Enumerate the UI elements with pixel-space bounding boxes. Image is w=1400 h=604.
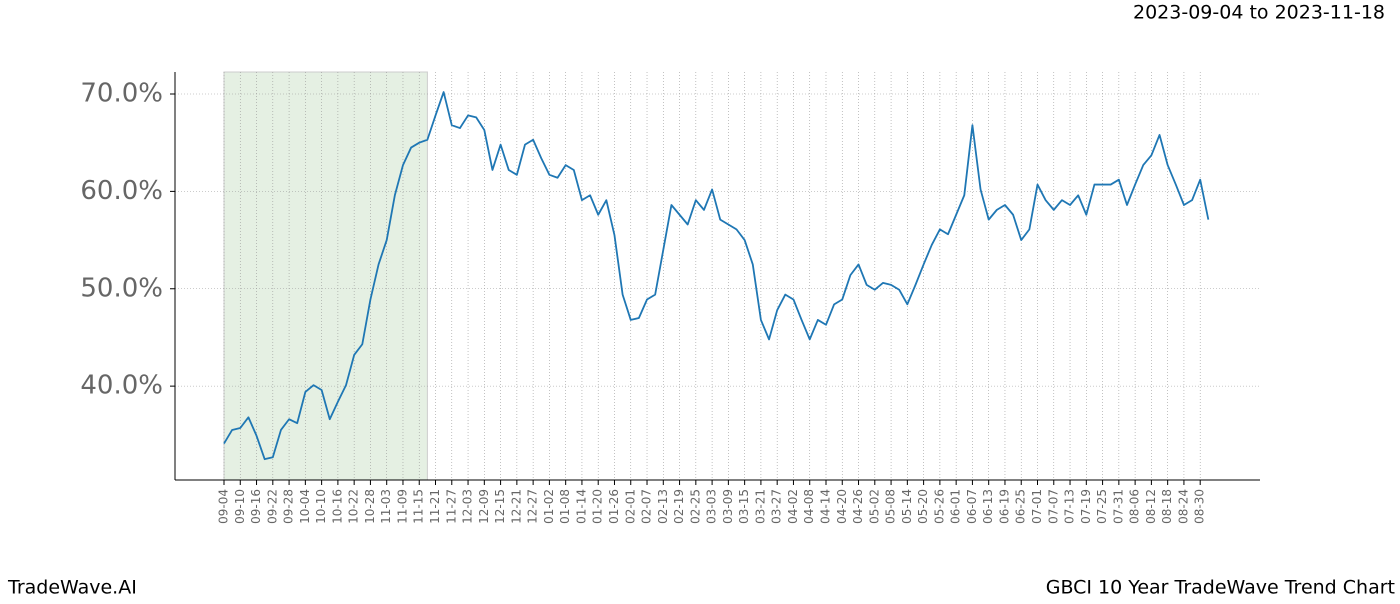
x-tick-label: 12-21 (509, 489, 523, 524)
y-tick-label: 70.0% (80, 79, 163, 109)
trend-line (223, 91, 1210, 461)
x-tick-label: 03-09 (721, 489, 735, 524)
x-tick-label: 05-26 (932, 489, 946, 524)
x-tick-label: 10-22 (347, 489, 361, 524)
x-tick-label: 11-21 (428, 489, 442, 524)
x-tick-label: 10-16 (330, 489, 344, 524)
x-tick-label: 01-26 (607, 489, 621, 524)
highlight-band (223, 71, 428, 481)
x-tick-label: 07-07 (1046, 489, 1060, 524)
x-tick-label: 01-02 (542, 489, 556, 524)
x-tick-label: 09-22 (265, 489, 279, 524)
x-tick-label: 01-14 (574, 489, 588, 524)
x-tick-label: 03-21 (753, 489, 767, 524)
x-tick-label: 07-13 (1063, 489, 1077, 524)
x-tick-label: 08-12 (1144, 489, 1158, 524)
x-tick-label: 06-19 (997, 489, 1011, 524)
x-tick-label: 08-06 (1128, 489, 1142, 524)
x-tick-label: 03-27 (770, 489, 784, 524)
x-tick-label: 11-03 (379, 489, 393, 524)
x-tick-label: 12-09 (477, 489, 491, 524)
chart-title: GBCI 10 Year TradeWave Trend Chart (1046, 577, 1395, 599)
x-tick-label: 03-15 (737, 489, 751, 524)
x-tick-label: 08-24 (1176, 489, 1190, 524)
x-tick-label: 02-13 (656, 489, 670, 524)
x-tick-label: 02-07 (640, 489, 654, 524)
x-tick-label: 07-31 (1111, 489, 1125, 524)
x-tick-label: 01-08 (558, 489, 572, 524)
x-tick-label: 06-01 (949, 489, 963, 524)
x-tick-label: 06-13 (981, 489, 995, 524)
x-tick-label: 08-30 (1193, 489, 1207, 524)
x-tick-label: 12-15 (493, 489, 507, 524)
x-tick-label: 11-15 (412, 489, 426, 524)
x-tick-label: 09-04 (217, 489, 231, 524)
brand: TradeWave.AI (7, 577, 137, 599)
x-tick-label: 07-19 (1079, 489, 1093, 524)
x-tick-label: 09-16 (249, 489, 263, 524)
x-tick-label: 07-25 (1095, 489, 1109, 524)
x-tick-label: 04-08 (802, 489, 816, 524)
x-tick-label: 10-04 (298, 489, 312, 524)
x-tick-label: 12-03 (461, 489, 475, 524)
y-tick-label: 50.0% (80, 273, 163, 303)
x-tick-label: 04-26 (851, 489, 865, 524)
x-tick-label: 09-28 (282, 489, 296, 524)
x-tick-label: 05-14 (900, 489, 914, 524)
x-tick-label: 12-27 (526, 489, 540, 524)
x-tick-label: 10-10 (314, 489, 328, 524)
x-tick-label: 07-01 (1030, 489, 1044, 524)
x-tick-label: 05-20 (916, 489, 930, 524)
y-tick-label: 40.0% (80, 371, 163, 401)
x-tick-label: 09-10 (233, 489, 247, 524)
x-tick-label: 05-08 (884, 489, 898, 524)
x-tick-label: 06-07 (965, 489, 979, 524)
x-tick-label: 05-02 (867, 489, 881, 524)
x-tick-label: 02-01 (623, 489, 637, 524)
x-tick-label: 11-27 (444, 489, 458, 524)
x-tick-label: 02-19 (672, 489, 686, 524)
x-tick-label: 03-03 (705, 489, 719, 524)
x-tick-label: 11-09 (395, 489, 409, 524)
x-tick-label: 04-20 (835, 489, 849, 524)
x-tick-label: 08-18 (1160, 489, 1174, 524)
x-tick-label: 04-02 (786, 489, 800, 524)
x-tick-label: 01-20 (591, 489, 605, 524)
x-tick-label: 06-25 (1014, 489, 1028, 524)
date-range: 2023-09-04 to 2023-11-18 (1133, 2, 1385, 24)
y-tick-label: 60.0% (80, 176, 163, 206)
x-tick-label: 02-25 (688, 489, 702, 524)
x-tick-label: 04-14 (818, 489, 832, 524)
x-tick-label: 10-28 (363, 489, 377, 524)
